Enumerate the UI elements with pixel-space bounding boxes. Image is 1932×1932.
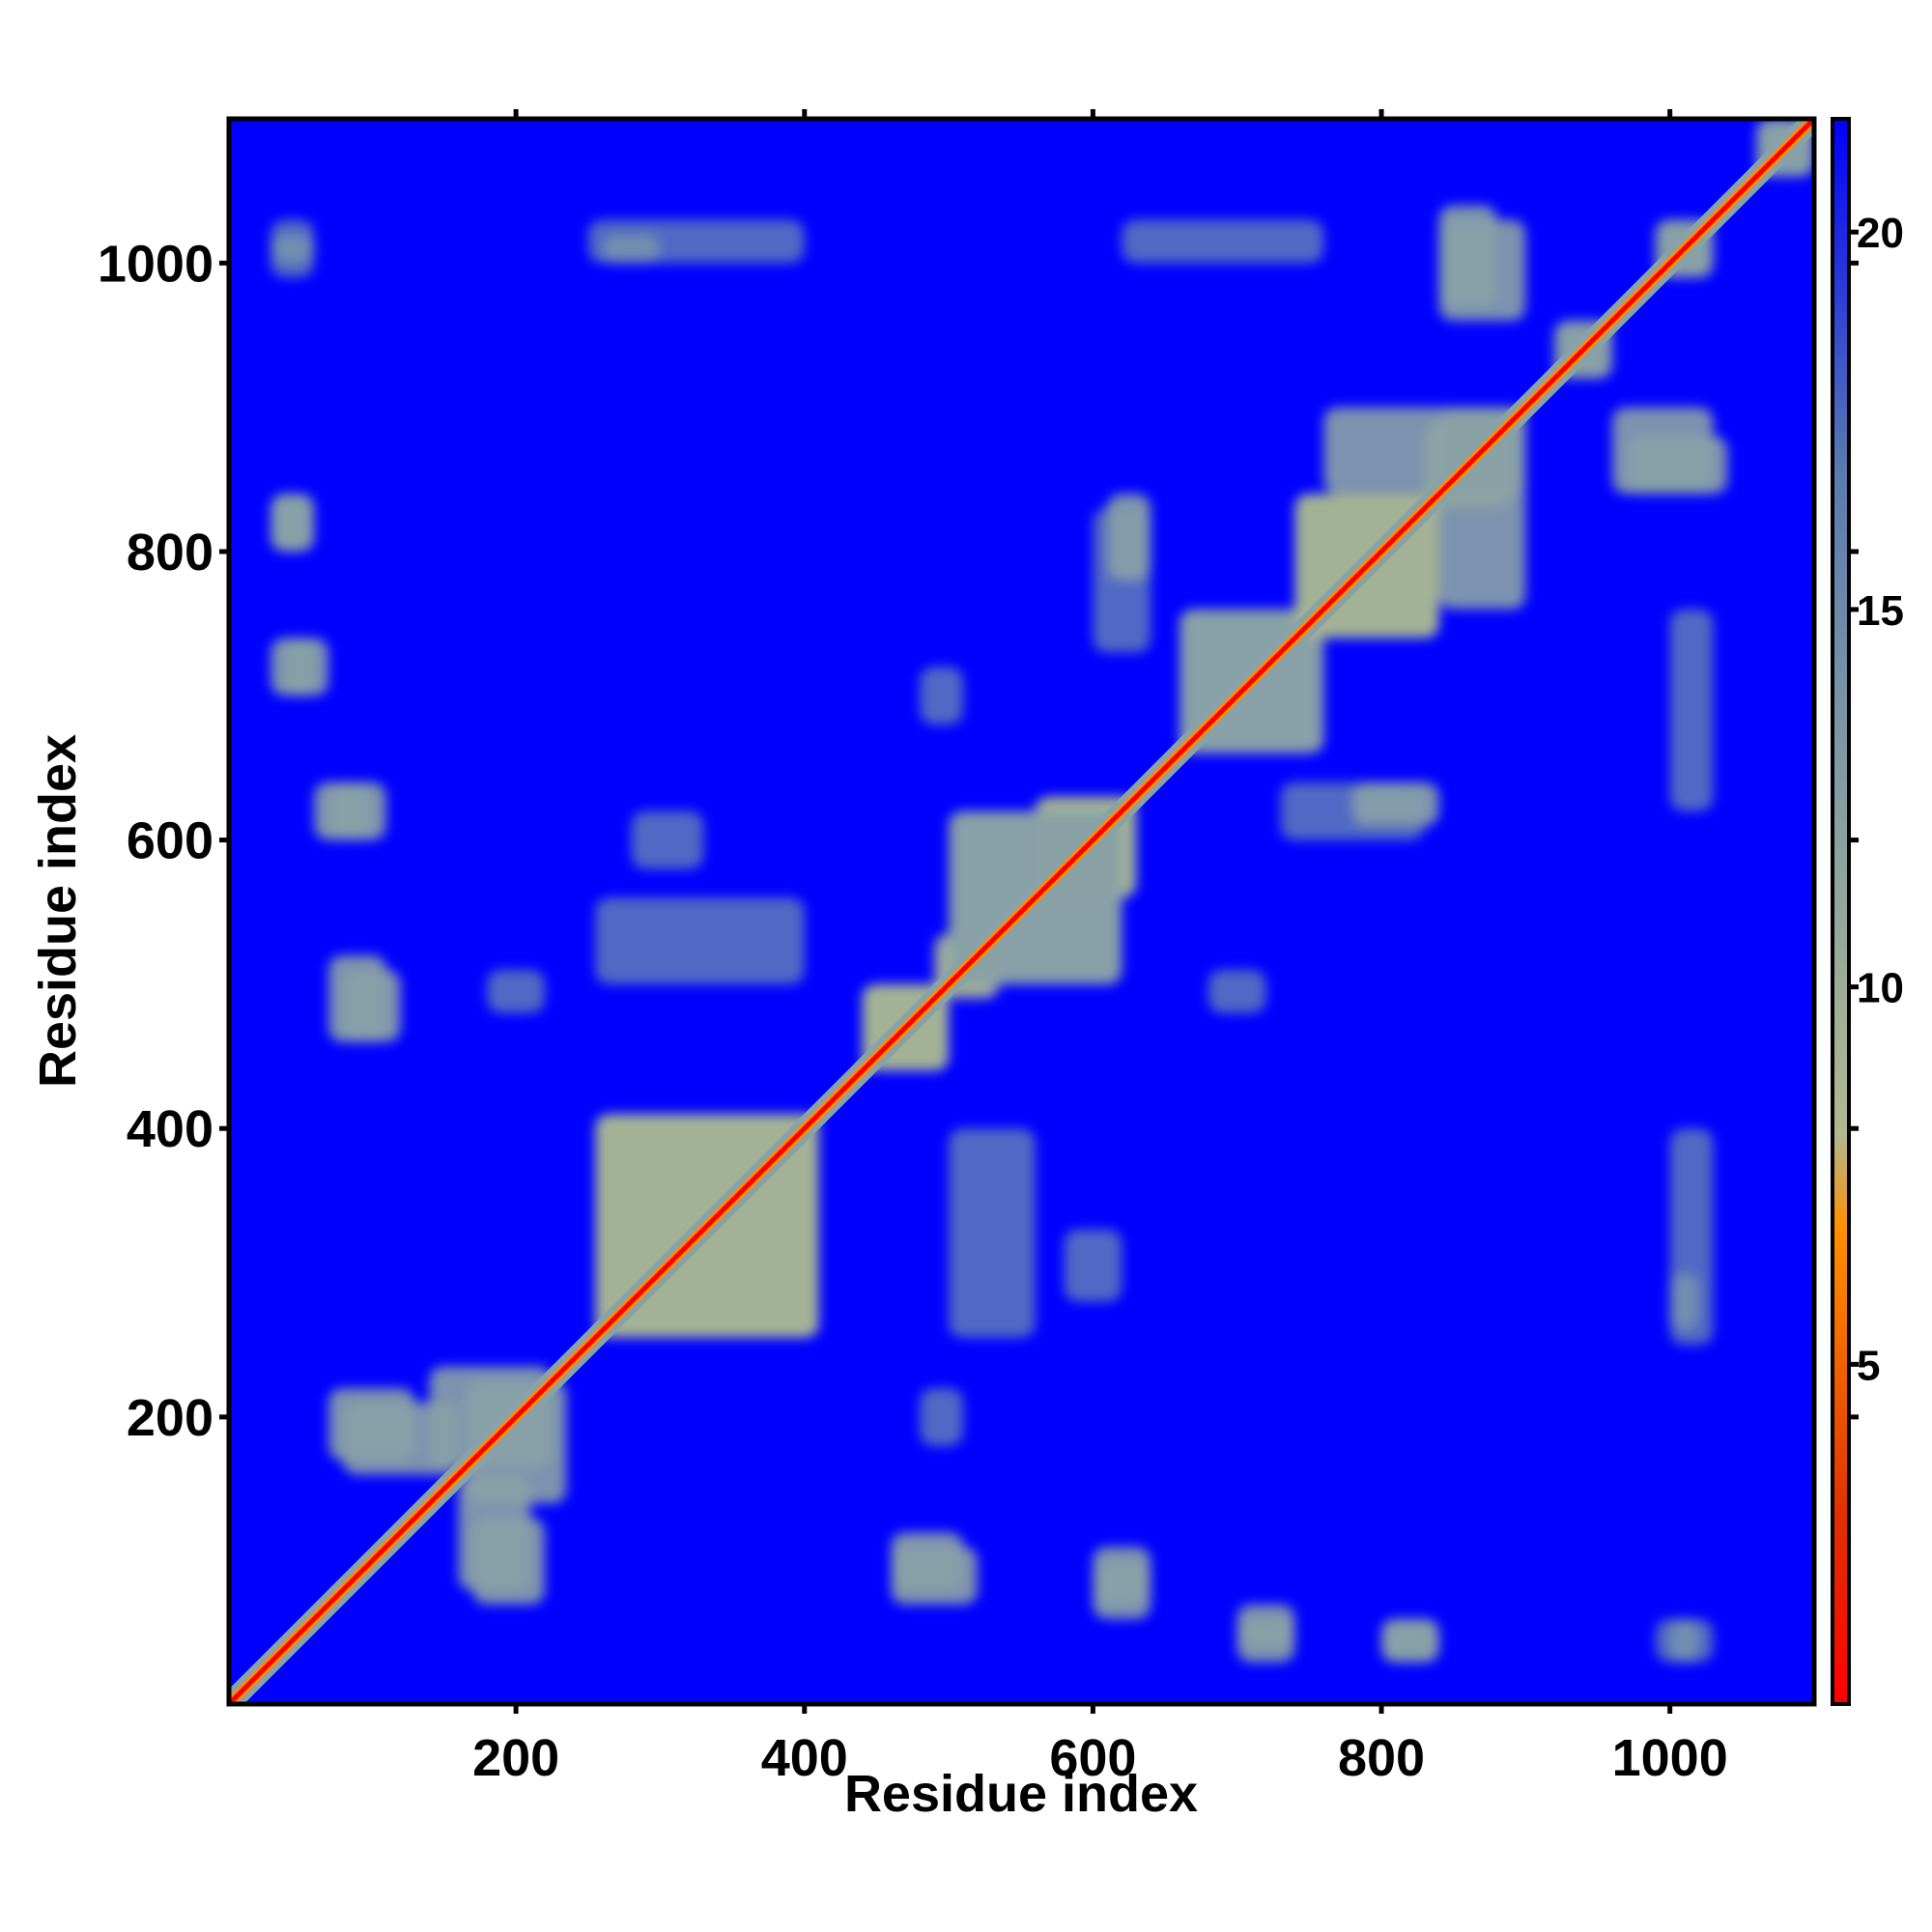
contact-region bbox=[1611, 407, 1714, 495]
contact-region bbox=[1208, 969, 1266, 1013]
x-tick-label: 400 bbox=[761, 1729, 848, 1787]
x-tick-label: 200 bbox=[472, 1729, 559, 1787]
y-tick-label: 800 bbox=[127, 524, 213, 582]
contact-region bbox=[949, 1128, 1036, 1338]
contact-region bbox=[1381, 1618, 1439, 1662]
contact-region bbox=[920, 1387, 964, 1446]
contact-region bbox=[587, 219, 805, 264]
diagonal-line bbox=[229, 119, 1814, 1704]
contact-region bbox=[472, 1518, 546, 1605]
contact-region bbox=[1655, 1618, 1714, 1662]
contact-region bbox=[891, 1547, 978, 1605]
x-axis-label: Residue index bbox=[844, 1765, 1198, 1823]
diagonal-band bbox=[229, 119, 1814, 1704]
x-tick-label: 1000 bbox=[1612, 1729, 1728, 1787]
colorbar bbox=[1831, 117, 1851, 1706]
contact-region bbox=[270, 494, 315, 552]
colorbar-tick-label: 10 bbox=[1857, 965, 1904, 1012]
contact-region bbox=[328, 1387, 415, 1461]
colorbar-ticks: 5 10 15 20 bbox=[1849, 210, 1904, 1420]
contact-region bbox=[314, 781, 372, 840]
contact-region bbox=[429, 1366, 553, 1468]
x-axis-ticks: 200 400 600 800 1000 bbox=[472, 109, 1728, 1787]
contact-region bbox=[270, 219, 315, 278]
contact-region bbox=[1669, 1128, 1714, 1346]
y-tick-label: 400 bbox=[127, 1100, 213, 1158]
contact-region bbox=[1352, 781, 1439, 826]
y-axis-label: Residue index bbox=[29, 734, 87, 1088]
contact-region bbox=[328, 955, 386, 1042]
y-tick-label: 1000 bbox=[98, 235, 213, 293]
colorbar-tick-label: 5 bbox=[1857, 1342, 1880, 1389]
colorbar-tick-label: 20 bbox=[1857, 210, 1904, 257]
contact-region bbox=[270, 638, 315, 696]
contact-region bbox=[1107, 494, 1151, 581]
contact-region bbox=[1122, 219, 1324, 264]
y-tick-label: 600 bbox=[127, 812, 213, 870]
x-tick-label: 800 bbox=[1338, 1729, 1425, 1787]
contact-region bbox=[631, 810, 704, 869]
contact-region bbox=[1438, 219, 1526, 322]
contact-region bbox=[1093, 1561, 1151, 1619]
x-tick-label: 600 bbox=[1049, 1729, 1136, 1787]
contact-region bbox=[1236, 1618, 1295, 1662]
contact-region bbox=[920, 667, 964, 725]
colorbar-tick-label: 15 bbox=[1857, 587, 1904, 635]
plot-frame bbox=[226, 116, 1817, 1707]
contact-region bbox=[487, 969, 546, 1013]
contact-region bbox=[1669, 609, 1714, 811]
y-tick-label: 200 bbox=[127, 1389, 213, 1447]
contact-region bbox=[595, 897, 805, 984]
y-axis-ticks: 200 400 600 800 1000 bbox=[98, 235, 229, 1447]
contact-region bbox=[1064, 1229, 1122, 1302]
